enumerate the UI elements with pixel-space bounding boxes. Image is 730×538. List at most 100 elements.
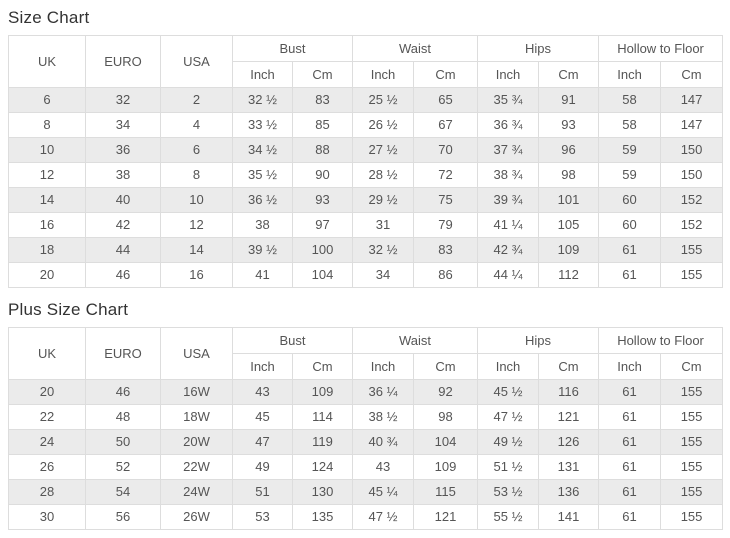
table-cell: 109 bbox=[413, 454, 479, 480]
table-cell: 24W bbox=[160, 479, 233, 505]
column-header-euro: EURO bbox=[85, 327, 161, 380]
table-cell: 27 ½ bbox=[352, 137, 415, 163]
table-cell: 10 bbox=[8, 137, 86, 163]
table-cell: 30 bbox=[8, 504, 86, 530]
table-cell: 58 bbox=[598, 87, 662, 113]
table-cell: 83 bbox=[291, 87, 354, 113]
table-cell: 86 bbox=[413, 262, 479, 288]
table-cell: 155 bbox=[660, 379, 724, 405]
table-cell: 38 ¾ bbox=[477, 162, 540, 188]
table-cell: 45 bbox=[232, 404, 293, 430]
table-cell: 28 ½ bbox=[352, 162, 415, 188]
column-group-waist: Waist bbox=[352, 327, 479, 354]
table-cell: 126 bbox=[538, 429, 600, 455]
table-cell: 18 bbox=[8, 237, 86, 263]
table-cell: 2 bbox=[160, 87, 233, 113]
column-header-uk: UK bbox=[8, 35, 86, 88]
plus-size-chart-body: 20 46 16W 43 109 36 ¼ 92 45 ½ 116 61 155 22 48 18W 45 1… bbox=[8, 379, 724, 530]
table-cell: 60 bbox=[598, 212, 662, 238]
table-cell: 25 ½ bbox=[352, 87, 415, 113]
column-group-waist: Waist bbox=[352, 35, 479, 62]
table-cell: 45 ¼ bbox=[352, 479, 415, 505]
table-cell: 49 ½ bbox=[477, 429, 540, 455]
table-cell: 83 bbox=[413, 237, 479, 263]
table-cell: 72 bbox=[413, 162, 479, 188]
size-chart-body: 6 32 2 32 ½ 83 25 ½ 65 35 ¾ 91 58 147 8 34 4 33 ½ 85 26 … bbox=[8, 87, 724, 288]
table-cell: 20W bbox=[160, 429, 233, 455]
table-cell: 16 bbox=[8, 212, 86, 238]
table-cell: 38 bbox=[85, 162, 161, 188]
subcolumn-waist-inch: Inch bbox=[352, 353, 415, 380]
table-cell: 61 bbox=[598, 479, 662, 505]
table-cell: 155 bbox=[660, 262, 724, 288]
table-row: 24 50 20W 47 119 40 ¾ 104 49 ½ 126 61 155 bbox=[8, 429, 724, 455]
table-cell: 36 ¼ bbox=[352, 379, 415, 405]
table-cell: 32 bbox=[85, 87, 161, 113]
table-cell: 22W bbox=[160, 454, 233, 480]
table-cell: 26 bbox=[8, 454, 86, 480]
table-cell: 38 ½ bbox=[352, 404, 415, 430]
table-cell: 61 bbox=[598, 262, 662, 288]
subcolumn-hips-cm: Cm bbox=[538, 61, 600, 88]
table-cell: 98 bbox=[538, 162, 600, 188]
table-cell: 51 ½ bbox=[477, 454, 540, 480]
table-row: 10 36 6 34 ½ 88 27 ½ 70 37 ¾ 96 59 150 bbox=[8, 137, 724, 163]
table-cell: 42 ¾ bbox=[477, 237, 540, 263]
subcolumn-hollow-cm: Cm bbox=[660, 353, 724, 380]
table-cell: 75 bbox=[413, 187, 479, 213]
table-row: 30 56 26W 53 135 47 ½ 121 55 ½ 141 61 155 bbox=[8, 504, 724, 530]
table-cell: 124 bbox=[291, 454, 354, 480]
table-cell: 155 bbox=[660, 237, 724, 263]
table-cell: 56 bbox=[85, 504, 161, 530]
table-row: 28 54 24W 51 130 45 ¼ 115 53 ½ 136 61 155 bbox=[8, 479, 724, 505]
table-cell: 40 ¾ bbox=[352, 429, 415, 455]
table-cell: 18W bbox=[160, 404, 233, 430]
table-cell: 20 bbox=[8, 379, 86, 405]
table-cell: 46 bbox=[85, 262, 161, 288]
table-cell: 155 bbox=[660, 454, 724, 480]
table-cell: 61 bbox=[598, 429, 662, 455]
table-row: 18 44 14 39 ½ 100 32 ½ 83 42 ¾ 109 61 155 bbox=[8, 237, 724, 263]
table-cell: 37 ¾ bbox=[477, 137, 540, 163]
table-cell: 39 ¾ bbox=[477, 187, 540, 213]
column-group-hips: Hips bbox=[477, 327, 600, 354]
table-cell: 38 bbox=[232, 212, 293, 238]
table-cell: 96 bbox=[538, 137, 600, 163]
table-cell: 155 bbox=[660, 429, 724, 455]
table-cell: 150 bbox=[660, 162, 724, 188]
table-cell: 35 ½ bbox=[232, 162, 293, 188]
table-cell: 33 ½ bbox=[232, 112, 293, 138]
table-cell: 52 bbox=[85, 454, 161, 480]
table-cell: 26W bbox=[160, 504, 233, 530]
table-cell: 8 bbox=[160, 162, 233, 188]
table-cell: 121 bbox=[538, 404, 600, 430]
table-row: 20 46 16W 43 109 36 ¼ 92 45 ½ 116 61 155 bbox=[8, 379, 724, 405]
header-row-units: Inch Cm Inch Cm Inch Cm Inch Cm bbox=[9, 353, 724, 380]
table-cell: 115 bbox=[413, 479, 479, 505]
subcolumn-bust-cm: Cm bbox=[291, 353, 354, 380]
column-header-usa: USA bbox=[160, 327, 233, 380]
table-cell: 36 ¾ bbox=[477, 112, 540, 138]
table-cell: 47 bbox=[232, 429, 293, 455]
table-cell: 6 bbox=[8, 87, 86, 113]
header-row-groups: UK EURO USA Bust Waist Hips Hollow to Fl… bbox=[8, 327, 724, 380]
table-cell: 51 bbox=[232, 479, 293, 505]
table-cell: 47 ½ bbox=[352, 504, 415, 530]
table-cell: 114 bbox=[291, 404, 354, 430]
subcolumn-hips-inch: Inch bbox=[477, 353, 540, 380]
table-cell: 116 bbox=[538, 379, 600, 405]
table-cell: 41 ¼ bbox=[477, 212, 540, 238]
table-cell: 49 bbox=[232, 454, 293, 480]
subcolumn-hips-cm: Cm bbox=[538, 353, 600, 380]
table-cell: 152 bbox=[660, 187, 724, 213]
subcolumn-bust-inch: Inch bbox=[232, 61, 293, 88]
table-cell: 85 bbox=[291, 112, 354, 138]
table-cell: 55 ½ bbox=[477, 504, 540, 530]
table-cell: 45 ½ bbox=[477, 379, 540, 405]
table-cell: 36 bbox=[85, 137, 161, 163]
table-cell: 155 bbox=[660, 504, 724, 530]
table-cell: 131 bbox=[538, 454, 600, 480]
table-cell: 93 bbox=[291, 187, 354, 213]
size-chart-table: UK EURO USA Bust Waist Hips Hollow to Fl… bbox=[8, 35, 724, 288]
subcolumn-bust-cm: Cm bbox=[291, 61, 354, 88]
